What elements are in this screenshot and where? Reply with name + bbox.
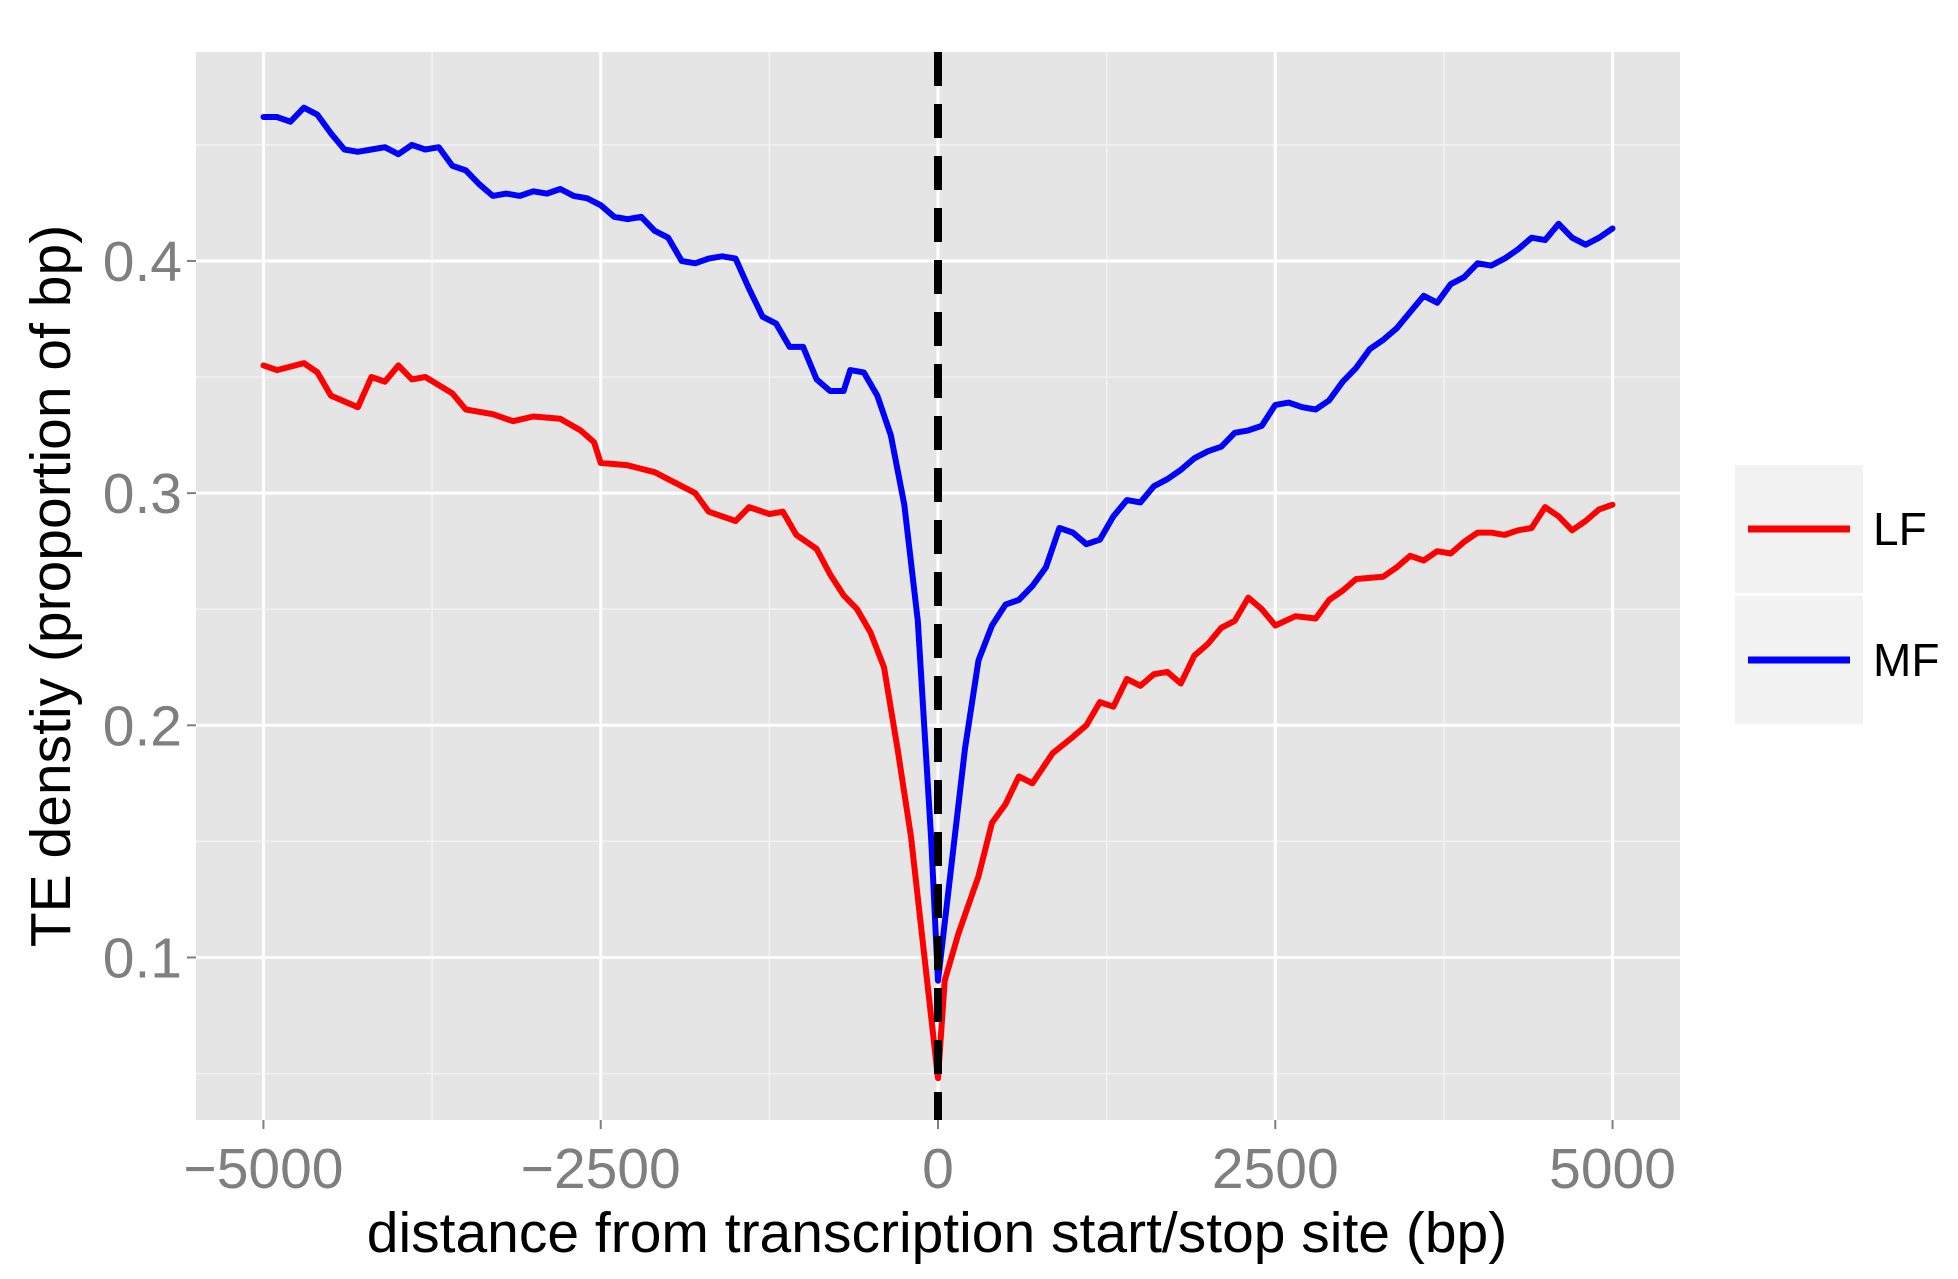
y-tick-label: 0.1 bbox=[103, 926, 182, 990]
x-tick-label: −5000 bbox=[183, 1137, 343, 1201]
x-tick-label: 0 bbox=[922, 1137, 954, 1201]
y-tick-label: 0.4 bbox=[103, 230, 182, 294]
legend-label-lf: LF bbox=[1873, 503, 1927, 555]
x-tick-label: 2500 bbox=[1212, 1137, 1339, 1201]
legend-label-mf: MF bbox=[1873, 634, 1939, 686]
x-tick-label: −2500 bbox=[521, 1137, 681, 1201]
legend: LF MF bbox=[1735, 465, 1939, 724]
y-axis-title: TE denstiy (proportion of bp) bbox=[19, 225, 83, 947]
y-tick-label: 0.3 bbox=[103, 462, 182, 526]
y-tick-label: 0.2 bbox=[103, 694, 182, 758]
x-tick-label: 5000 bbox=[1549, 1137, 1676, 1201]
series-line-lf bbox=[260, 360, 1616, 1082]
x-axis-title: distance from transcription start/stop s… bbox=[367, 1201, 1507, 1265]
y-axis-ticks: 0.1 0.2 0.3 0.4 bbox=[103, 230, 196, 990]
x-axis-ticks: −5000 −2500 0 2500 5000 bbox=[183, 1120, 1676, 1201]
